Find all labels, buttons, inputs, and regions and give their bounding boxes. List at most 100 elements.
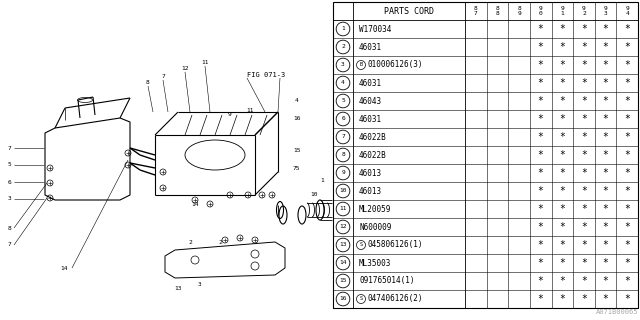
Text: *: * bbox=[559, 258, 565, 268]
Text: *: * bbox=[603, 114, 609, 124]
Text: 15: 15 bbox=[293, 148, 301, 153]
Text: *: * bbox=[538, 222, 543, 232]
Text: 9: 9 bbox=[228, 113, 232, 117]
Text: B: B bbox=[360, 62, 363, 68]
Text: 10: 10 bbox=[339, 188, 347, 194]
Text: 15: 15 bbox=[339, 278, 347, 284]
Text: ML20059: ML20059 bbox=[359, 204, 392, 213]
Text: *: * bbox=[603, 294, 609, 304]
Text: 9
3: 9 3 bbox=[604, 6, 607, 16]
Text: *: * bbox=[603, 240, 609, 250]
Text: 46031: 46031 bbox=[359, 78, 382, 87]
Text: S: S bbox=[360, 297, 363, 301]
Text: *: * bbox=[603, 276, 609, 286]
Text: *: * bbox=[624, 186, 630, 196]
Text: *: * bbox=[624, 96, 630, 106]
Text: 8
7: 8 7 bbox=[474, 6, 477, 16]
Text: 13: 13 bbox=[174, 285, 182, 291]
Text: *: * bbox=[581, 132, 587, 142]
Text: 7: 7 bbox=[161, 74, 165, 78]
Text: 7: 7 bbox=[8, 146, 12, 150]
Text: N600009: N600009 bbox=[359, 222, 392, 231]
Text: 3: 3 bbox=[341, 62, 345, 68]
Text: 9
1: 9 1 bbox=[561, 6, 564, 16]
Text: *: * bbox=[559, 24, 565, 34]
Text: 3: 3 bbox=[8, 196, 12, 202]
Text: *: * bbox=[559, 132, 565, 142]
Text: *: * bbox=[581, 114, 587, 124]
Text: A071B00065: A071B00065 bbox=[595, 309, 638, 315]
Text: 7: 7 bbox=[341, 134, 345, 140]
Text: *: * bbox=[603, 96, 609, 106]
Text: 2: 2 bbox=[218, 241, 222, 245]
Text: *: * bbox=[559, 204, 565, 214]
Text: 9: 9 bbox=[341, 171, 345, 175]
Text: *: * bbox=[538, 114, 543, 124]
Text: *: * bbox=[603, 204, 609, 214]
Text: *: * bbox=[603, 78, 609, 88]
Text: *: * bbox=[581, 276, 587, 286]
Text: *: * bbox=[603, 186, 609, 196]
Text: *: * bbox=[581, 186, 587, 196]
Text: *: * bbox=[624, 114, 630, 124]
Text: ML35003: ML35003 bbox=[359, 259, 392, 268]
Text: *: * bbox=[624, 24, 630, 34]
Text: *: * bbox=[581, 168, 587, 178]
Text: *: * bbox=[624, 276, 630, 286]
Text: *: * bbox=[624, 204, 630, 214]
Text: W170034: W170034 bbox=[359, 25, 392, 34]
Text: *: * bbox=[603, 24, 609, 34]
Text: *: * bbox=[624, 168, 630, 178]
Text: *: * bbox=[538, 168, 543, 178]
Text: *: * bbox=[581, 24, 587, 34]
Text: 6: 6 bbox=[341, 116, 345, 122]
Text: 46031: 46031 bbox=[359, 43, 382, 52]
Text: *: * bbox=[581, 258, 587, 268]
Text: *: * bbox=[538, 258, 543, 268]
Text: 9
2: 9 2 bbox=[582, 6, 586, 16]
Text: *: * bbox=[581, 150, 587, 160]
Text: *: * bbox=[581, 60, 587, 70]
Text: *: * bbox=[624, 60, 630, 70]
Text: *: * bbox=[603, 60, 609, 70]
Text: 091765014(1): 091765014(1) bbox=[359, 276, 415, 285]
Text: *: * bbox=[538, 186, 543, 196]
Text: *: * bbox=[603, 258, 609, 268]
Text: 047406126(2): 047406126(2) bbox=[367, 294, 422, 303]
Text: 8
9: 8 9 bbox=[517, 6, 521, 16]
Text: 8: 8 bbox=[8, 226, 12, 230]
Text: 010006126(3): 010006126(3) bbox=[367, 60, 422, 69]
Text: *: * bbox=[538, 24, 543, 34]
Text: *: * bbox=[624, 240, 630, 250]
Text: PARTS CORD: PARTS CORD bbox=[384, 6, 434, 15]
Text: *: * bbox=[538, 294, 543, 304]
Text: 14: 14 bbox=[60, 266, 67, 270]
Text: *: * bbox=[559, 294, 565, 304]
Text: 1: 1 bbox=[341, 27, 345, 31]
Text: *: * bbox=[559, 240, 565, 250]
Text: *: * bbox=[538, 204, 543, 214]
Text: *: * bbox=[581, 222, 587, 232]
Text: *: * bbox=[559, 186, 565, 196]
Text: *: * bbox=[624, 222, 630, 232]
Text: *: * bbox=[624, 132, 630, 142]
Text: 14: 14 bbox=[339, 260, 347, 266]
Text: 16: 16 bbox=[293, 116, 301, 121]
Text: *: * bbox=[559, 168, 565, 178]
Text: 12: 12 bbox=[181, 66, 189, 70]
Text: *: * bbox=[538, 42, 543, 52]
Text: 11: 11 bbox=[201, 60, 209, 65]
Text: 11: 11 bbox=[339, 206, 347, 212]
Text: 2: 2 bbox=[188, 241, 192, 245]
Text: *: * bbox=[538, 150, 543, 160]
Text: 13: 13 bbox=[339, 243, 347, 247]
Text: 4: 4 bbox=[295, 98, 299, 102]
Bar bbox=[333, 2, 638, 308]
Text: *: * bbox=[581, 96, 587, 106]
Text: *: * bbox=[538, 96, 543, 106]
Text: 2: 2 bbox=[341, 44, 345, 50]
Text: 1: 1 bbox=[320, 178, 324, 182]
Text: 5: 5 bbox=[8, 163, 12, 167]
Text: 8: 8 bbox=[341, 153, 345, 157]
Text: *: * bbox=[538, 240, 543, 250]
